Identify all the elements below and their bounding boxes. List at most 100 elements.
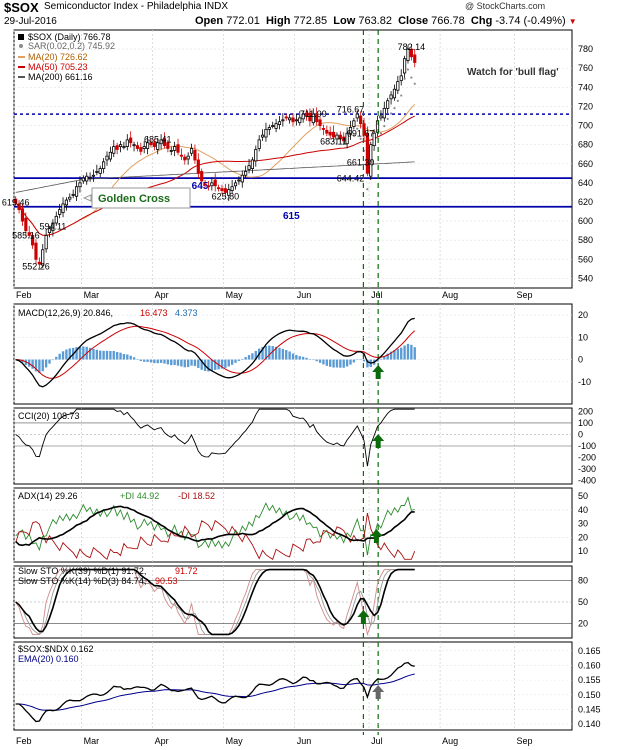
candle-body <box>386 100 390 109</box>
macd-histogram-bar <box>78 346 82 360</box>
cci-legend: CCI(20) 108.73 <box>18 411 80 421</box>
candle-body <box>403 58 407 74</box>
candle-body <box>372 132 376 147</box>
candle-body <box>105 155 109 161</box>
macd-histogram-bar <box>230 359 234 365</box>
ratio-y-tick: 0.145 <box>578 704 601 714</box>
candle-body <box>186 155 190 160</box>
candle-body <box>193 149 197 161</box>
golden-cross-label: Golden Cross <box>98 193 170 205</box>
candle-body <box>14 198 18 204</box>
macd-histogram-bar <box>349 359 352 365</box>
month-label: Jun <box>297 290 312 300</box>
price-y-tick: 780 <box>578 44 593 54</box>
macd-histogram-bar <box>170 359 173 366</box>
candle-body <box>152 142 156 147</box>
macd-histogram-bar <box>362 359 366 362</box>
legend-price: $SOX (Daily) 766.78 <box>28 32 111 42</box>
chg-value: -3.74 (-0.49%) <box>495 15 566 27</box>
price-value-label: 619.46 <box>2 198 30 208</box>
candle-body <box>169 149 173 152</box>
candle-body <box>47 228 52 233</box>
legend-sar-swatch <box>19 44 23 48</box>
candle-body <box>64 199 69 206</box>
candle-body <box>274 123 278 129</box>
macd-histogram-bar <box>146 359 149 362</box>
price-y-tick: 620 <box>578 197 593 207</box>
macd-histogram-bar <box>65 349 68 360</box>
candle-body <box>51 222 55 232</box>
price-y-tick: 760 <box>578 63 593 73</box>
macd-histogram-bar <box>410 344 413 360</box>
macd-histogram-bar <box>386 353 389 360</box>
open-value: 772.01 <box>226 15 260 27</box>
ratio-line <box>15 661 415 723</box>
candle-body <box>85 175 89 182</box>
macd-histogram-bar <box>342 359 345 368</box>
macd-histogram-bar <box>139 359 143 362</box>
macd-histogram-bar <box>339 359 342 368</box>
ratio-legend: $SOX:$NDX 0.162 <box>18 644 94 654</box>
candle-body <box>132 144 136 147</box>
candle-body <box>298 117 302 124</box>
sar-dot <box>400 94 403 97</box>
candle-body <box>98 168 102 174</box>
candle-body <box>277 121 282 125</box>
ratio-legend-ema: EMA(20) 0.160 <box>18 654 79 664</box>
legend-price-swatch <box>18 34 24 40</box>
high-value: 772.85 <box>293 15 328 27</box>
macd-histogram-bar <box>359 359 362 361</box>
macd-histogram-bar <box>247 355 251 360</box>
bull-flag-annotation: Watch for 'bull flag' <box>467 67 559 78</box>
low-label: Low <box>333 15 356 27</box>
month-label: Feb <box>16 736 32 746</box>
macd-histogram-bar <box>278 347 281 360</box>
macd-histogram-bar <box>180 359 183 367</box>
candle-body <box>129 137 133 144</box>
macd-histogram-bar <box>288 351 291 360</box>
macd-histogram-bar <box>318 359 322 363</box>
month-label: Jun <box>297 736 312 746</box>
candle-body <box>396 81 400 91</box>
macd-histogram-bar <box>345 359 349 367</box>
macd-histogram-bar <box>268 345 271 360</box>
cci-y-tick: -100 <box>578 441 596 451</box>
legend-sar: SAR(0.02,0.2) 745.92 <box>28 41 115 51</box>
candle-body <box>260 134 265 138</box>
buy-signal-arrow-icon <box>372 685 385 699</box>
macd-signal-line <box>15 325 416 379</box>
symbol: $SOX <box>4 0 39 15</box>
adx-y-tick: 20 <box>578 532 588 542</box>
candle-body <box>68 196 72 200</box>
sto-y-tick: 80 <box>578 575 588 585</box>
candle-body <box>308 112 312 122</box>
candle-body <box>227 189 231 196</box>
macd-histogram-bar <box>264 345 268 360</box>
candle-body <box>213 179 217 187</box>
ratio-y-tick: 0.140 <box>578 719 601 729</box>
sar-dot <box>359 137 362 140</box>
macd-histogram-bar <box>34 359 38 372</box>
macd-histogram-bar <box>237 359 241 361</box>
sar-dot <box>410 76 413 79</box>
candle-body <box>379 115 383 119</box>
candle-body <box>328 131 332 136</box>
month-label: Feb <box>16 290 32 300</box>
macd-histogram-bar <box>153 359 156 364</box>
macd-histogram-bar <box>220 359 224 369</box>
macd-histogram-bar <box>389 351 393 360</box>
ratio-y-tick: 0.160 <box>578 660 601 670</box>
watermark: @ StockCharts.com <box>465 1 546 11</box>
candle-body <box>81 177 85 182</box>
macd-histogram-bar <box>112 350 115 360</box>
adx-legend-minus-di: -DI 18.52 <box>178 491 215 501</box>
macd-histogram-bar <box>356 359 359 361</box>
adx-legend-plus-di: +DI 44.92 <box>120 491 159 501</box>
candle-body <box>271 125 275 127</box>
candle-body <box>206 185 211 188</box>
candle-body <box>359 115 363 125</box>
macd-histogram-bar <box>400 347 403 360</box>
candle-body <box>196 159 200 174</box>
sar-dot <box>352 134 355 137</box>
